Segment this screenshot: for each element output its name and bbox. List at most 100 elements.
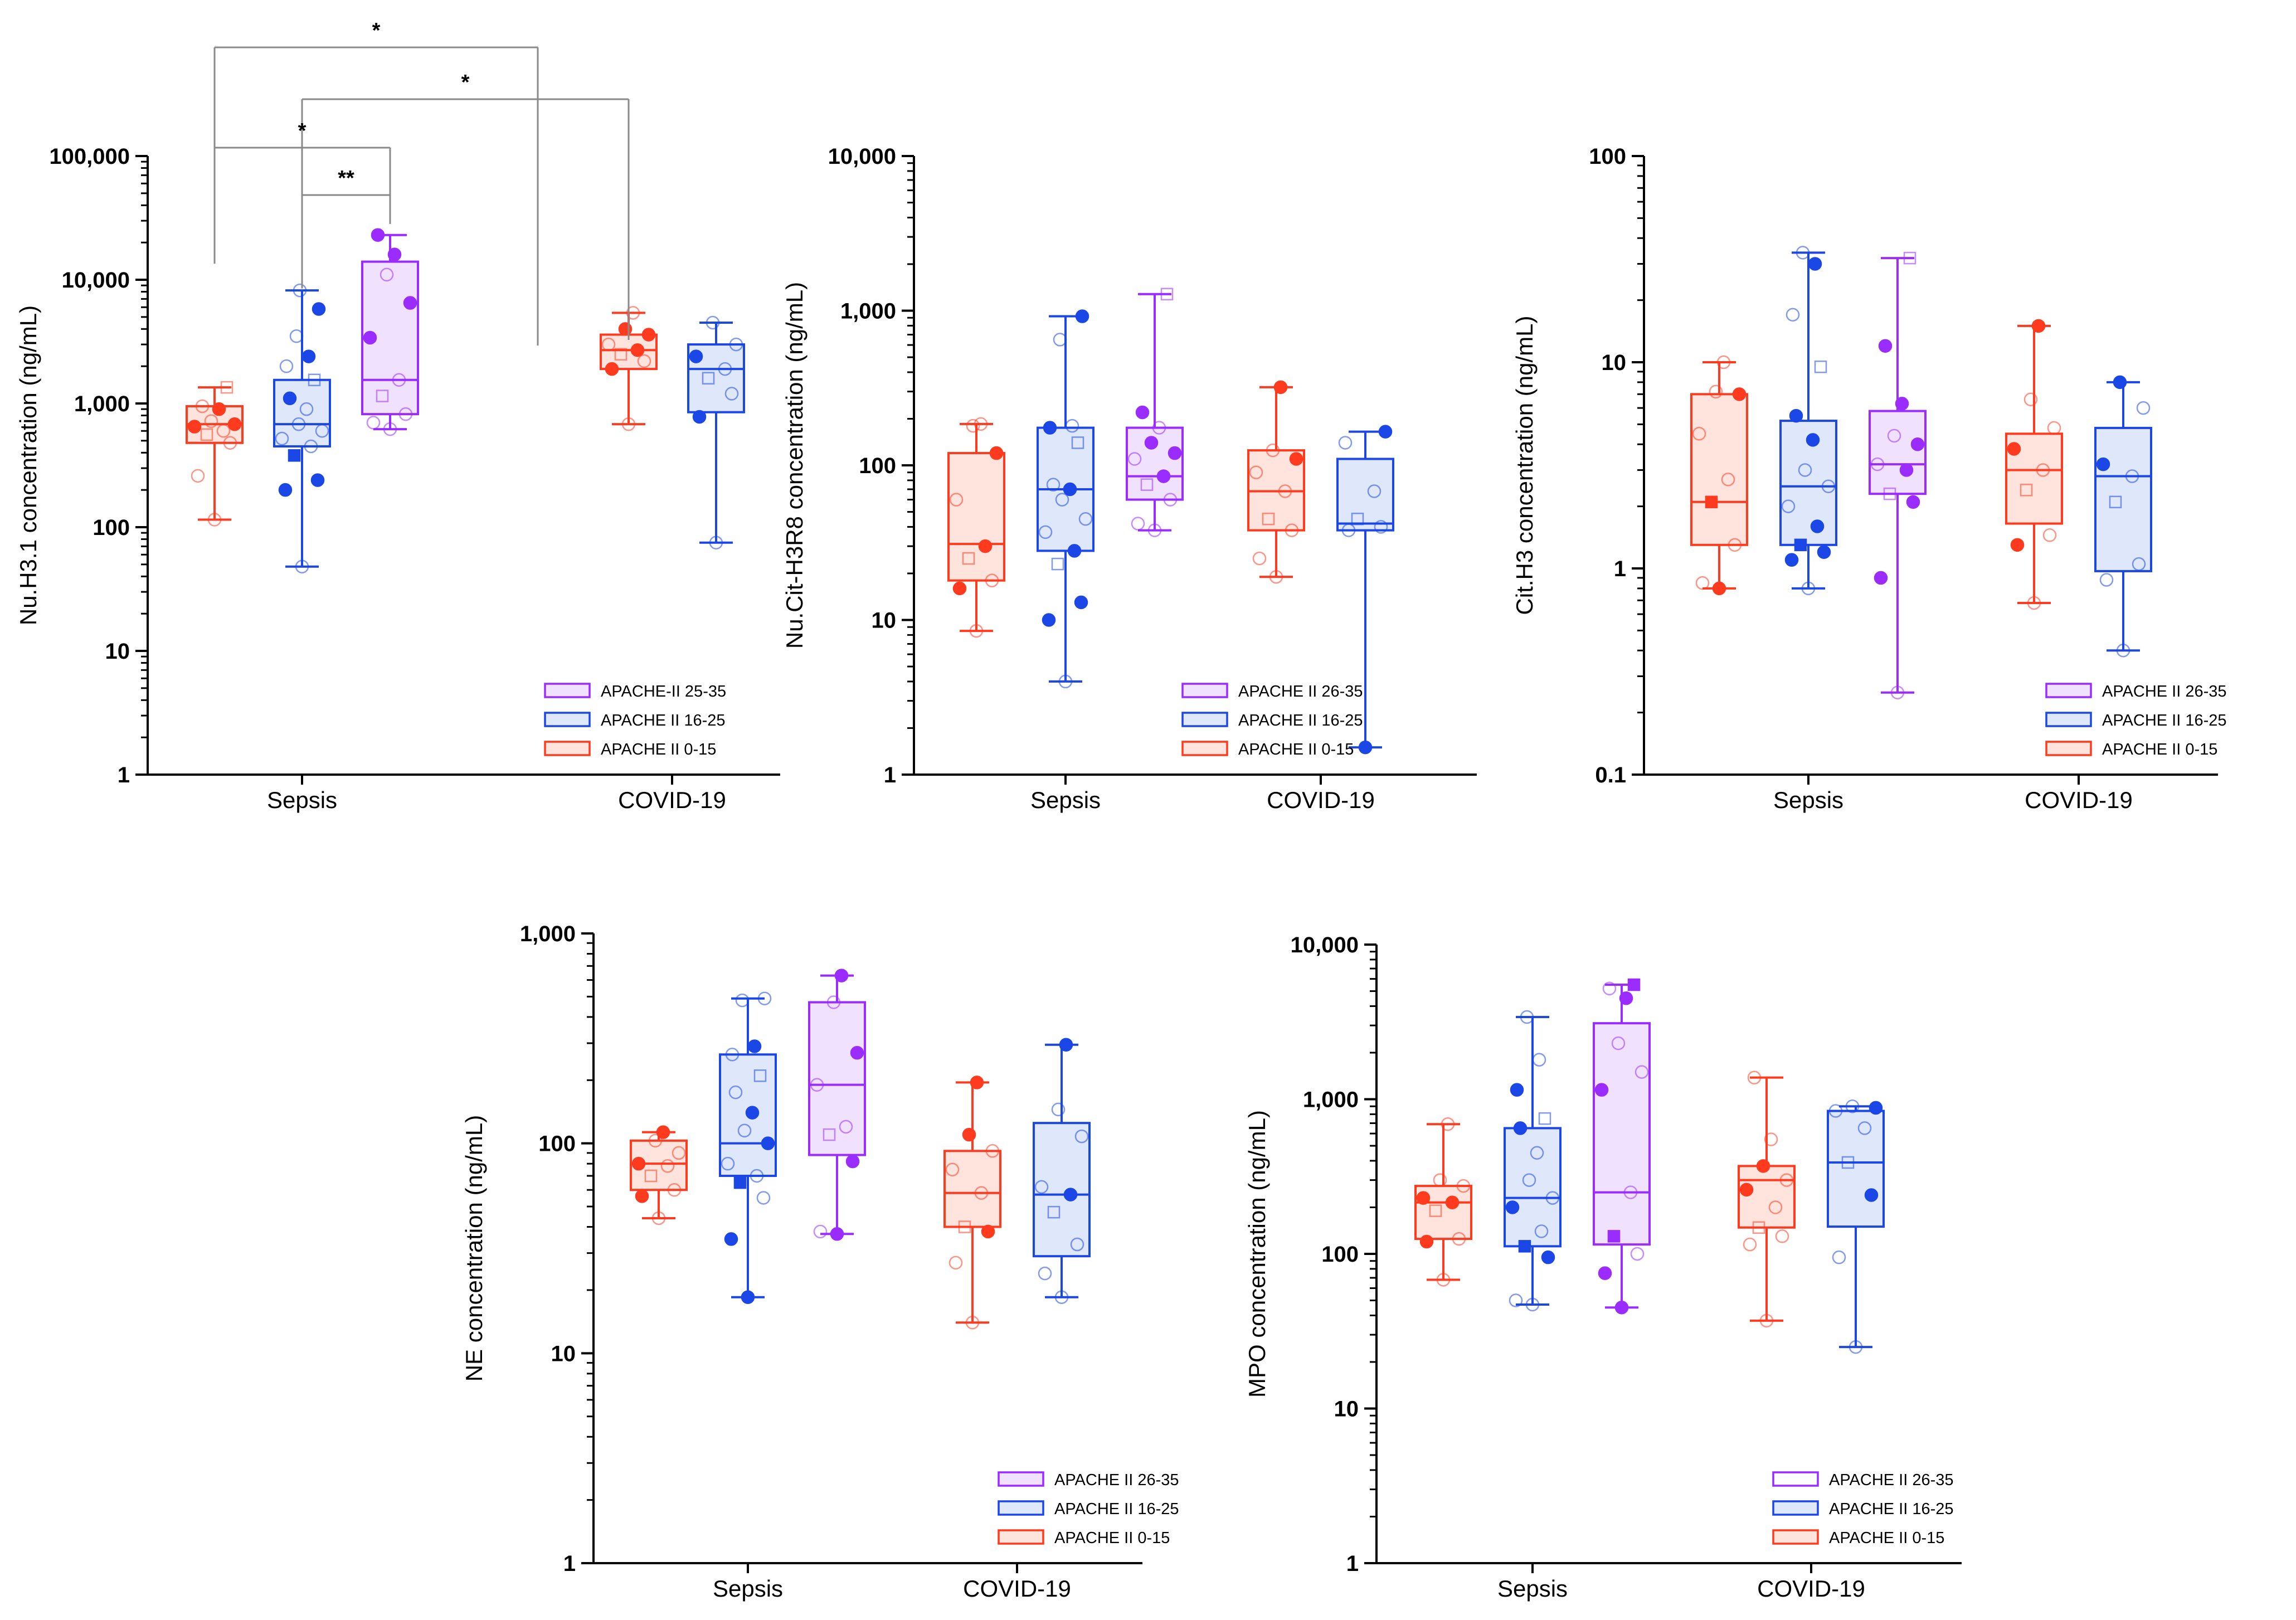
box-covid-19-mid [687,315,745,549]
legend-swatch-mid [1772,1500,1819,1516]
chart-panel-3: 0.1 1 10 100 Sepsis COVID-19 Cit.H3 concentrat… [1511,144,2227,813]
data-point [291,417,306,431]
data-point [757,991,772,1005]
data-point [630,343,645,357]
data-point [2096,457,2110,471]
data-point [1065,419,1079,433]
data-point [315,424,329,438]
data-point [750,1169,764,1183]
data-point [1890,685,1905,700]
data-point [1695,576,1710,590]
data-point [1131,517,1145,531]
y-tick-label: 100 [1321,1242,1359,1267]
box-covid-19-low [943,1076,1001,1330]
data-point [1721,473,1735,487]
box-iqr [1738,1165,1796,1229]
data-point [1510,1083,1524,1097]
data-point [1810,519,1825,533]
data-point [978,539,993,553]
data-point [1619,991,1633,1005]
data-point [631,1156,646,1171]
data-point [1505,1200,1520,1214]
category-label: COVID-19 [1757,1575,1865,1602]
y-tick-label: 10 [1334,1397,1359,1422]
y-tick-label: 1,000 [840,299,896,324]
box-sepsis-high [1869,251,1927,700]
data-point [2042,528,2057,542]
box-iqr [1869,410,1927,495]
data-point [1038,1266,1052,1281]
data-point [635,1189,649,1203]
data-point [1728,538,1742,552]
data-point [304,439,318,454]
box-covid-19-low [600,306,658,431]
data-point [1059,1038,1073,1052]
data-point [279,359,294,373]
data-point [962,1127,976,1142]
data-point [1273,380,1288,395]
legend-label-high: APACHE II 26-35 [1054,1471,1179,1489]
data-point [380,267,394,282]
category-label: Sepsis [267,787,337,813]
data-point [1814,360,1827,373]
data-point [191,469,205,483]
data-point [288,449,301,462]
box-covid-19-mid [1336,425,1394,755]
legend-swatch-high [2045,683,2092,698]
legend-label-low: APACHE II 0-15 [1238,741,1354,758]
data-point [2099,573,2114,587]
legend-label-high: APACHE II 26-35 [1238,683,1363,700]
data-point [1034,1180,1049,1194]
y-tick-label: 100 [538,1132,576,1156]
data-point [637,354,651,368]
data-point [1808,257,1822,271]
data-point [2010,538,2025,552]
data-point [672,1146,686,1160]
box-sepsis-mid [273,283,331,574]
data-point [2125,469,2139,483]
data-point [1351,512,1364,526]
data-point [1266,443,1280,458]
data-point [1910,437,1925,451]
box-sepsis-low [1690,355,1748,596]
data-point [312,302,326,316]
data-point [949,493,964,507]
data-point [989,446,1004,460]
data-point [969,624,984,638]
box-sepsis-low [947,417,1005,638]
chart-panel-5: 1 10 100 1,000 10,000 Sepsis COVID-19 MPO conce… [1244,933,1962,1602]
data-point [1445,1195,1460,1209]
data-point [310,473,325,487]
y-tick-label: 10 [1602,351,1627,375]
box-iqr [1336,458,1394,532]
data-point [1756,1159,1770,1173]
data-point [299,402,314,416]
data-point [1051,557,1064,571]
data-point [212,402,226,416]
significance-label: * [461,71,470,94]
data-point [1038,525,1053,539]
data-point [2109,495,2122,509]
data-point [1051,1102,1066,1117]
data-point [1047,1205,1061,1219]
data-point [985,573,999,587]
box-sepsis-low [186,381,244,527]
data-point [1796,246,1810,260]
box-sepsis-mid [1504,1010,1562,1312]
data-point [187,420,202,434]
data-point [1441,1117,1455,1131]
data-point [1127,452,1142,466]
data-point [745,1106,760,1120]
data-point [308,373,321,386]
data-point [227,417,242,431]
y-tick-label: 1 [884,763,896,787]
box-covid-19-low [1738,1071,1796,1328]
significance-label: * [298,119,307,143]
data-point [1053,333,1067,347]
data-point [1841,1156,1855,1169]
data-point [985,1144,1000,1158]
data-point [1607,1230,1621,1243]
legend-swatch-mid [998,1500,1044,1516]
data-point [1828,1104,1843,1118]
